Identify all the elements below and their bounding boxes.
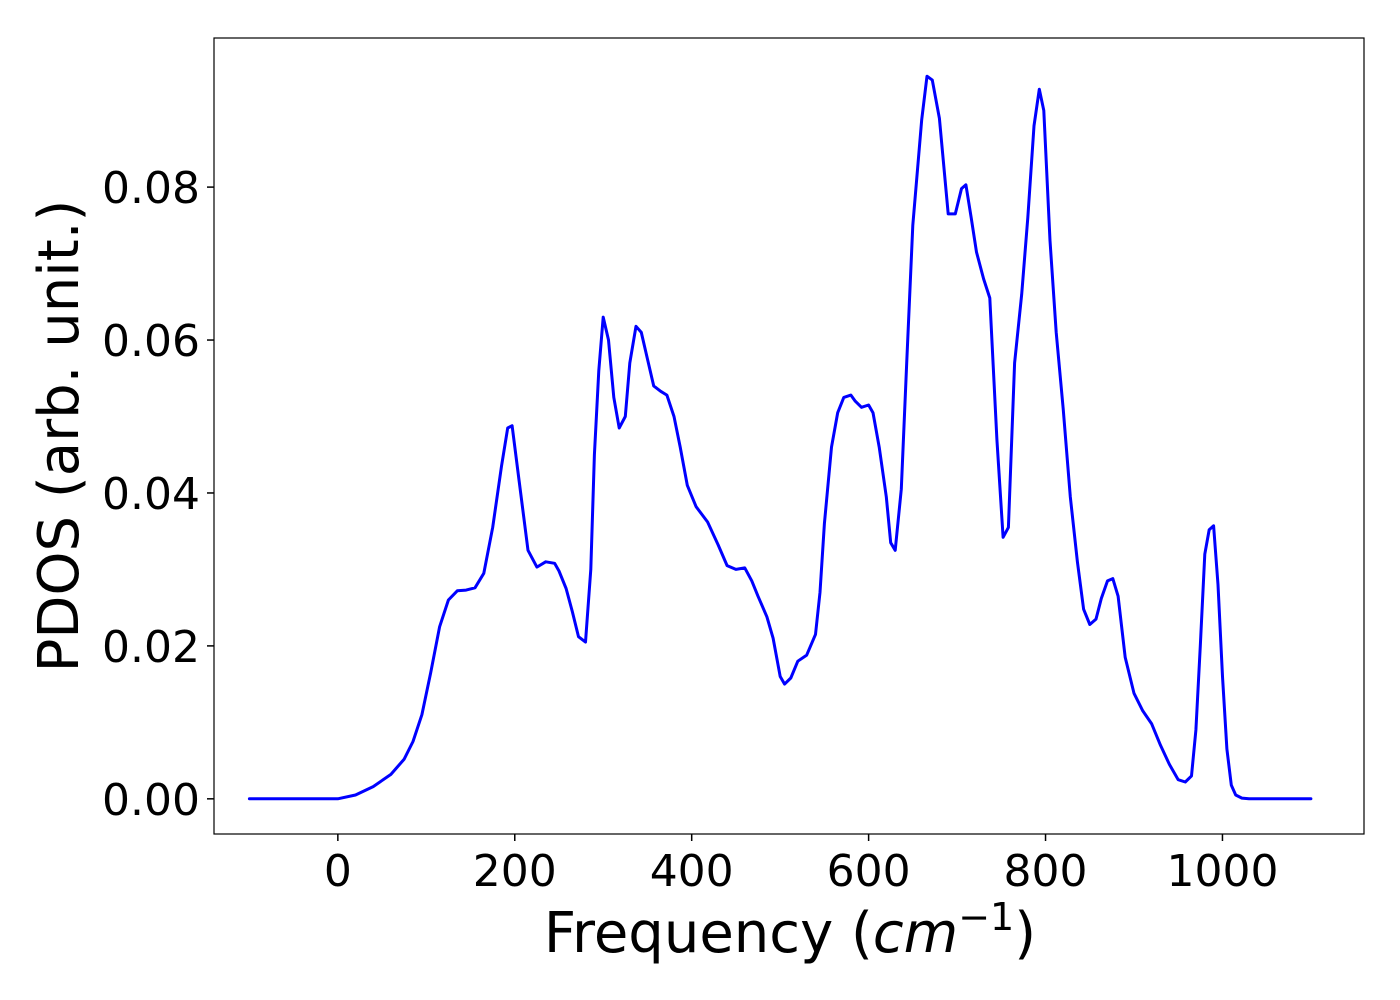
x-tick-label: 200 [473,846,557,897]
x-axis-label: Frequency (cm−1) [544,895,1036,966]
x-tick-label: 600 [827,846,911,897]
y-tick-label: 0.00 [102,775,200,826]
y-tick-label: 0.06 [102,316,200,367]
x-tick-label: 1000 [1166,846,1278,897]
y-axis-label: PDOS (arb. unit.) [27,200,92,673]
y-axis: 0.00 0.02 0.04 0.06 0.08 [102,163,214,826]
plot-area [247,74,1313,801]
x-tick-label: 0 [324,846,352,897]
y-tick-label: 0.02 [102,622,200,673]
x-tick-label: 400 [650,846,734,897]
x-axis: 0 200 400 600 800 1000 [324,834,1278,897]
plot-frame [213,37,1365,835]
pdos-series-line [247,74,1313,801]
y-tick-label: 0.04 [102,469,200,520]
x-tick-label: 800 [1004,846,1088,897]
y-tick-label: 0.08 [102,163,200,214]
